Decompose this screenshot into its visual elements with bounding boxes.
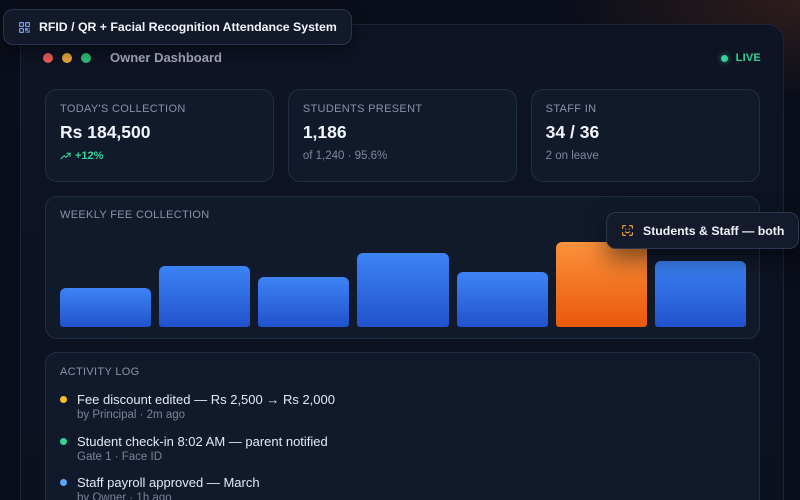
bar-area	[60, 235, 746, 327]
stat-card-staff: STAFF IN 34 / 36 2 on leave	[530, 89, 760, 182]
stat-sub: of 1,240 · 95.6%	[303, 149, 502, 164]
recognition-mode-badge: Students & Staff — both	[606, 212, 799, 249]
app-title-badge: RFID / QR + Facial Recognition Attendanc…	[3, 9, 352, 45]
window-minimize-button[interactable]	[62, 53, 72, 63]
window-maximize-button[interactable]	[81, 53, 91, 63]
activity-text: Student check-in 8:02 AM — parent notifi…	[77, 433, 328, 464]
activity-log-title: ACTIVITY LOG	[60, 366, 140, 378]
qr-code-icon	[18, 21, 31, 34]
activity-item[interactable]: Student check-in 8:02 AM — parent notifi…	[60, 433, 745, 464]
stat-trend: +12%	[60, 149, 259, 164]
stats-row: TODAY'S COLLECTION Rs 184,500 +12% STUDE…	[45, 89, 760, 182]
window-close-button[interactable]	[43, 53, 53, 63]
window-controls	[43, 53, 91, 63]
stat-card-collection: TODAY'S COLLECTION Rs 184,500 +12%	[45, 89, 275, 182]
chart-bar	[159, 266, 251, 327]
stat-value: 1,186	[302, 122, 347, 142]
activity-log: ACTIVITY LOG Fee discount edited — Rs 2,…	[45, 352, 760, 500]
stat-sub: 2 on leave	[546, 149, 745, 164]
activity-status-dot	[60, 437, 67, 445]
activity-item[interactable]: Staff payroll approved — March by Owner …	[60, 474, 745, 500]
stat-sub-text: 2 on leave	[545, 150, 599, 162]
activity-meta: by Owner · 1h ago	[77, 492, 172, 500]
recognition-mode-text: Students & Staff — both	[643, 223, 785, 238]
stat-label: STAFF IN	[545, 103, 597, 115]
activity-status-dot	[60, 396, 67, 403]
chart-bar	[60, 288, 152, 327]
stat-value: Rs 184,500	[60, 122, 151, 142]
trending-up-icon	[60, 151, 71, 162]
activity-item[interactable]: Fee discount edited — Rs 2,500 → Rs 2,00…	[60, 391, 745, 422]
activity-text: Staff payroll approved — March by Owner …	[77, 474, 260, 500]
chart-title: WEEKLY FEE COLLECTION	[60, 209, 210, 221]
activity-title: Staff payroll approved — March	[77, 475, 260, 490]
face-scan-icon	[621, 224, 634, 237]
chart-bar	[456, 271, 548, 327]
owner-dashboard-window: Owner Dashboard LIVE TODAY'S COLLECTION …	[20, 24, 784, 500]
activity-meta: Gate 1 · Face ID	[77, 450, 163, 463]
activity-status-dot	[60, 479, 67, 486]
activity-title: Student check-in 8:02 AM — parent notifi…	[77, 433, 328, 449]
stat-label: STUDENTS PRESENT	[302, 103, 423, 115]
live-label: LIVE	[735, 52, 761, 64]
chart-bar-highlighted	[555, 242, 647, 327]
stat-trend-value: +12%	[75, 150, 104, 162]
activity-meta: by Principal · 2m ago	[77, 409, 186, 421]
stat-label: TODAY'S COLLECTION	[60, 103, 186, 115]
stat-card-students: STUDENTS PRESENT 1,186 of 1,240 · 95.6%	[287, 89, 518, 182]
chart-bar	[357, 253, 449, 327]
activity-list: Fee discount edited — Rs 2,500 → Rs 2,00…	[60, 391, 745, 500]
chart-bar	[654, 260, 746, 327]
activity-text: Fee discount edited — Rs 2,500 → Rs 2,00…	[77, 391, 335, 422]
chart-bar	[258, 277, 350, 327]
window-title: Owner Dashboard	[110, 50, 222, 65]
live-indicator-dot	[720, 54, 728, 62]
activity-title: Fee discount edited — Rs 2,500 → Rs 2,00…	[77, 392, 335, 407]
stat-sub-text: of 1,240 · 95.6%	[302, 150, 388, 162]
stat-value: 34 / 36	[545, 122, 600, 142]
live-status: LIVE	[720, 50, 761, 66]
app-title: RFID / QR + Facial Recognition Attendanc…	[39, 20, 337, 34]
